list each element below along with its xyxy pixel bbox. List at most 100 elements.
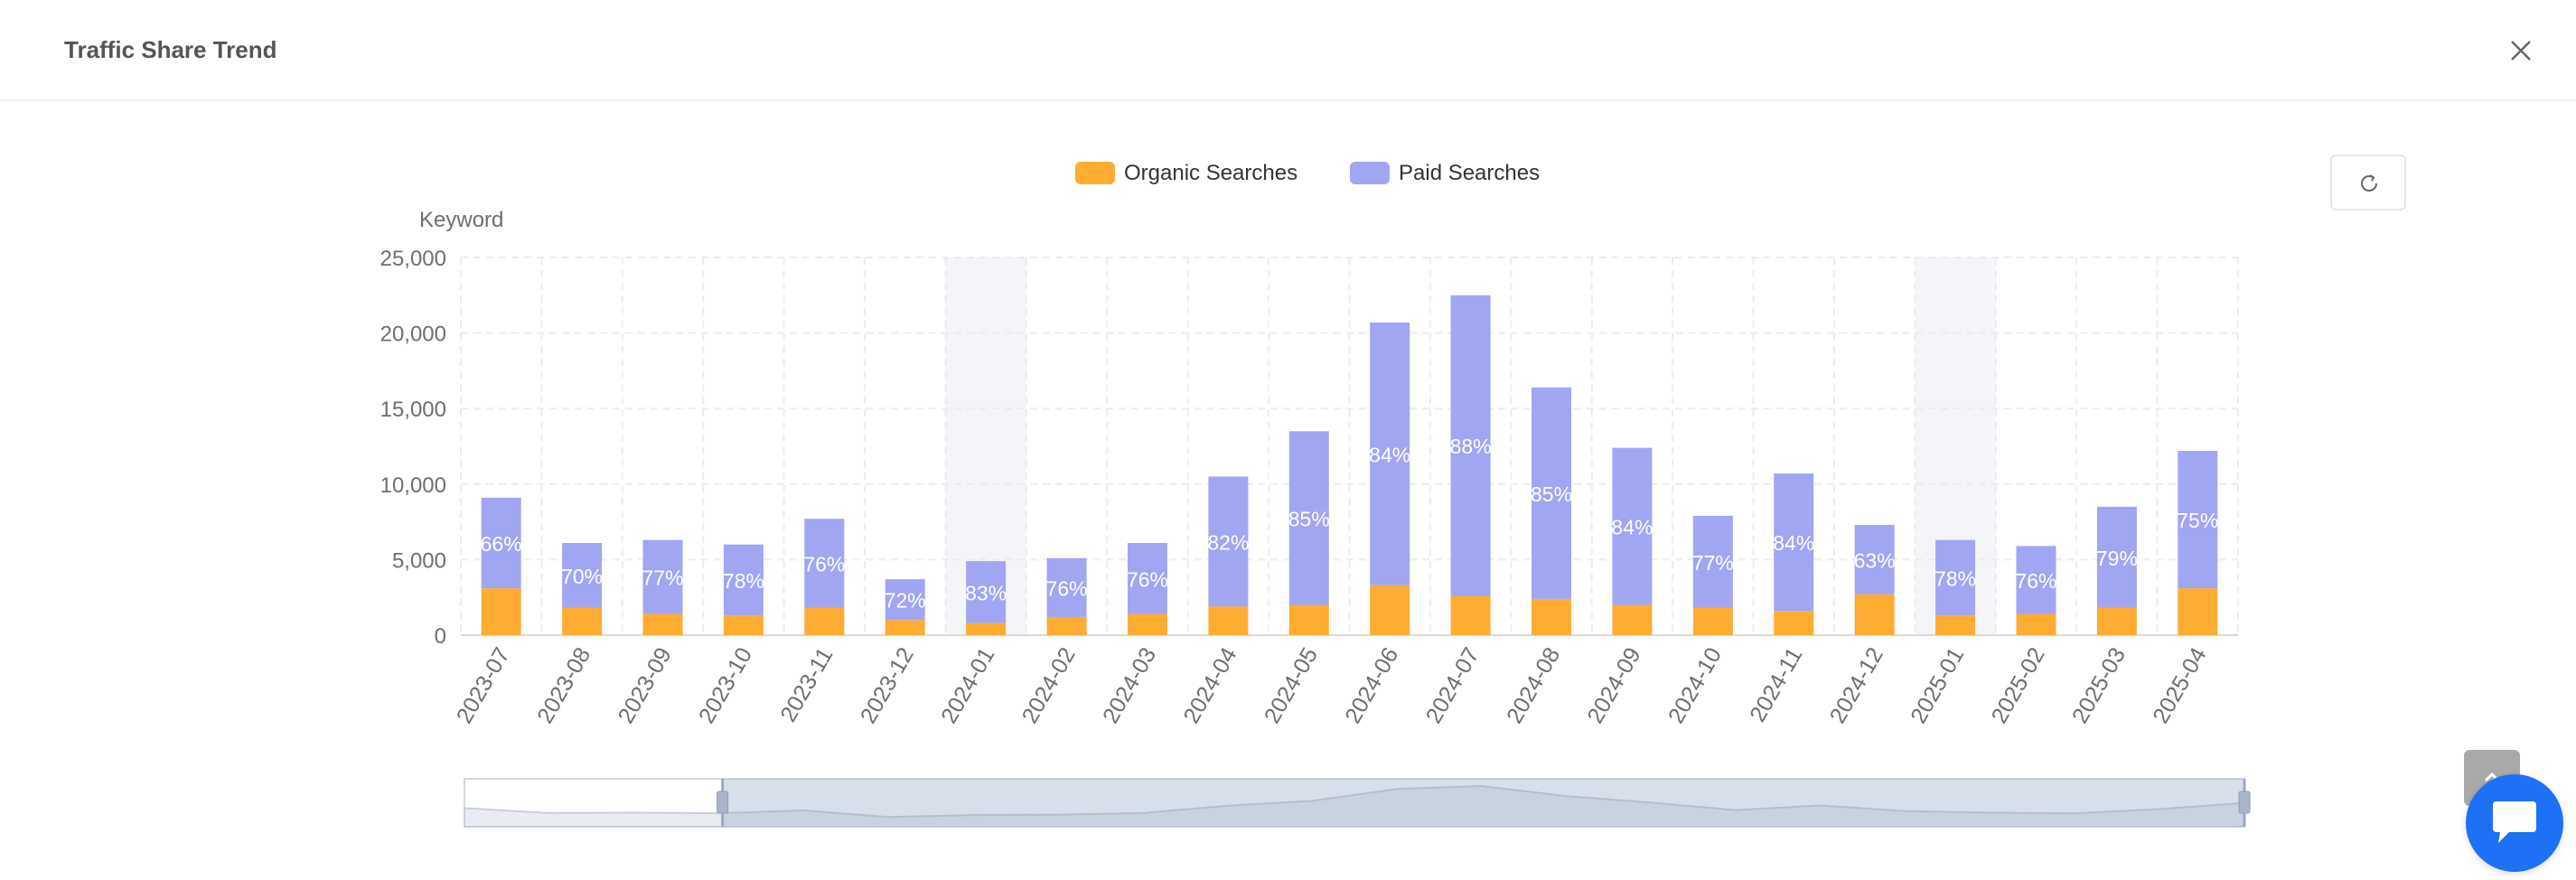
zoom-selected-range (722, 779, 2244, 827)
bar-organic (804, 607, 845, 635)
bar-paid (1532, 387, 1572, 599)
bar-organic (885, 620, 925, 635)
bar-paid (723, 544, 763, 616)
y-tick-label: 10,000 (380, 473, 446, 498)
x-tick-label: 2023-12 (856, 643, 919, 727)
y-axis-label: Keyword (419, 208, 503, 232)
legend-swatch (1350, 162, 1390, 184)
bar-organic (1692, 607, 1733, 635)
bar-paid (1046, 557, 1087, 617)
legend-label: Paid Searches (1399, 161, 1540, 185)
dialog-title: Traffic Share Trend (64, 36, 277, 63)
data-label: 85% (1288, 507, 1330, 530)
data-label: 76% (803, 553, 845, 576)
data-label: 84% (1773, 531, 1814, 555)
data-label: 63% (1854, 548, 1896, 572)
bar-paid (562, 543, 603, 608)
data-label: 88% (1450, 435, 1492, 458)
bar-paid (2096, 506, 2137, 608)
x-tick-label: 2025-01 (1906, 643, 1969, 727)
data-label: 75% (2177, 509, 2218, 532)
x-tick-label: 2024-04 (1178, 643, 1241, 728)
bar-organic (723, 615, 763, 635)
dialog-header: Traffic Share Trend (0, 0, 2576, 101)
bar-organic (1208, 606, 1249, 635)
bar-organic (562, 607, 603, 635)
bar-paid (1692, 515, 1733, 608)
bar-paid (2178, 451, 2218, 589)
data-label: 78% (723, 569, 764, 593)
x-tick-label: 2025-02 (1987, 643, 2050, 727)
data-label: 66% (481, 532, 522, 556)
data-label: 77% (1692, 551, 1734, 575)
data-label: 76% (1127, 567, 1168, 591)
zoom-handle-right[interactable] (2238, 791, 2251, 814)
legend-swatch (1075, 162, 1115, 184)
bar-organic (1127, 613, 1167, 635)
data-label: 84% (1369, 443, 1410, 466)
y-tick-label: 25,000 (380, 247, 446, 271)
x-tick-label: 2024-08 (1502, 643, 1565, 727)
bar-paid (1612, 447, 1653, 605)
data-label: 76% (1046, 576, 1088, 600)
refresh-button[interactable] (2330, 154, 2406, 211)
bar-organic (1288, 604, 1329, 635)
bar-organic (2016, 613, 2056, 635)
legend-label: Organic Searches (1124, 161, 1297, 185)
zoom-handle-left[interactable] (717, 791, 729, 814)
bar-paid (1450, 295, 1491, 596)
bar-organic (1532, 598, 1572, 635)
bar-organic (1450, 595, 1491, 635)
data-label: 78% (1934, 566, 1976, 590)
data-label: 70% (561, 565, 603, 588)
bar-paid (966, 561, 1007, 623)
x-tick-label: 2023-10 (694, 643, 757, 727)
bar-organic (966, 623, 1007, 635)
bar-paid (1774, 473, 1814, 612)
x-tick-label: 2023-11 (775, 643, 838, 726)
chat-bubble-icon (2493, 801, 2536, 843)
bar-paid (1208, 476, 1249, 607)
data-label: 72% (885, 589, 926, 613)
chat-button[interactable] (2466, 774, 2563, 872)
data-label: 85% (1531, 482, 1572, 506)
x-tick-label: 2024-09 (1583, 643, 1646, 727)
bar-paid (1127, 543, 1167, 614)
bar-organic (481, 588, 521, 635)
bar-paid (2016, 546, 2056, 614)
x-tick-label: 2024-11 (1745, 643, 1807, 726)
data-label: 83% (965, 581, 1007, 604)
x-tick-label: 2024-10 (1663, 643, 1727, 727)
x-tick-label: 2024-05 (1260, 643, 1323, 727)
x-tick-label: 2025-03 (2067, 643, 2131, 727)
data-label: 82% (1207, 530, 1249, 554)
bar-organic (1774, 611, 1814, 635)
bar-organic (1046, 616, 1087, 635)
y-tick-label: 15,000 (380, 398, 446, 422)
traffic-share-chart: 0 5,000 10,000 15,000 20,000 25,000 Keyword 66%… (380, 161, 2251, 828)
x-tick-label: 2023-08 (532, 643, 595, 727)
bar-paid (1935, 539, 1976, 616)
close-icon[interactable] (2503, 33, 2539, 69)
bar-paid (481, 497, 521, 589)
bar-organic (1935, 615, 1976, 635)
x-tick-label: 2024-12 (1825, 643, 1888, 727)
y-tick-label: 0 (435, 624, 446, 649)
y-tick-label: 5,000 (392, 548, 446, 573)
data-label: 77% (642, 566, 683, 590)
x-tick-label: 2024-01 (936, 643, 999, 727)
bar-organic (2096, 607, 2137, 635)
x-tick-label: 2024-07 (1421, 643, 1485, 727)
bar-paid (804, 519, 845, 608)
bar-paid (1288, 431, 1329, 605)
bar-organic (1854, 594, 1895, 635)
x-tick-label: 2025-04 (2148, 643, 2211, 728)
bar-organic (642, 613, 683, 635)
x-tick-label: 2024-03 (1098, 643, 1161, 727)
bar-organic (1370, 585, 1410, 635)
bar-organic (1612, 604, 1653, 635)
x-tick-label: 2023-09 (614, 643, 677, 727)
bar-paid (642, 539, 683, 614)
data-label: 76% (2015, 569, 2056, 593)
bar-paid (1370, 322, 1410, 585)
